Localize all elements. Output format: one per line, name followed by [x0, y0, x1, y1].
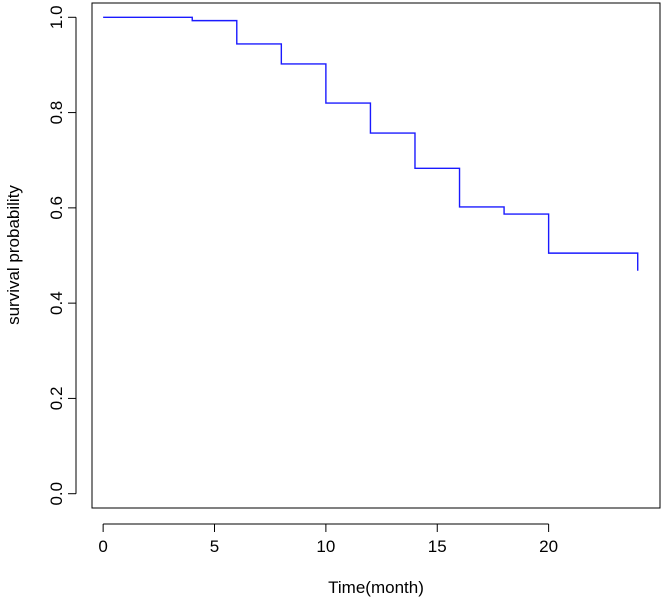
- x-tick-label: 5: [210, 537, 219, 556]
- y-tick-label: 0.0: [47, 482, 66, 506]
- y-axis-title: survival probability: [4, 185, 23, 325]
- survival-step-curve: [103, 16, 639, 271]
- x-tick-label: 0: [98, 537, 107, 556]
- x-axis-title: Time(month): [328, 578, 424, 597]
- x-tick-label: 10: [316, 537, 335, 556]
- series-layer: [103, 16, 639, 271]
- plot-frame: [91, 2, 661, 509]
- y-tick-label: 0.8: [47, 101, 66, 125]
- y-tick-label: 1.0: [47, 5, 66, 29]
- x-tick-label: 15: [428, 537, 447, 556]
- y-tick-label: 0.2: [47, 387, 66, 411]
- x-tick-label: 20: [539, 537, 558, 556]
- y-tick-label: 0.6: [47, 196, 66, 220]
- y-axis-ticks: 0.0 0.2 0.4 0.6 0.8 1.0: [47, 5, 76, 506]
- y-tick-label: 0.4: [47, 291, 66, 315]
- x-axis-ticks: 0 5 10 15 20: [98, 524, 558, 556]
